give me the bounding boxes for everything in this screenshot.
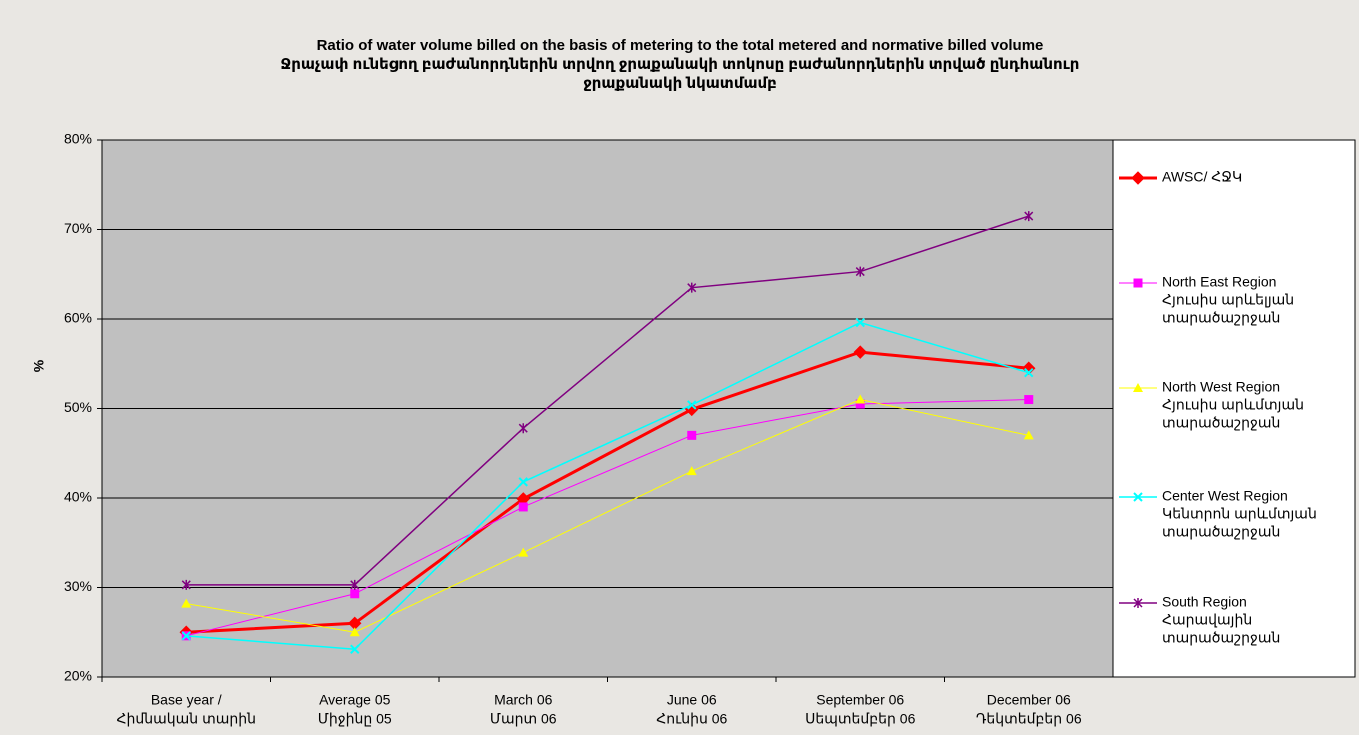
x-tick-label: Base year / xyxy=(151,692,222,708)
legend-label: տարածաշրջան xyxy=(1162,630,1280,646)
series-line xyxy=(186,350,1029,634)
marker xyxy=(855,394,866,404)
x-tick-label: Սեպտեմբեր 06 xyxy=(805,711,915,727)
marker xyxy=(181,631,191,641)
legend-label: North East Region xyxy=(1162,274,1276,290)
legend-label: AWSC/ ՀՋԿ xyxy=(1162,169,1242,185)
legend-label: տարածաշրջան xyxy=(1162,310,1280,326)
x-tick-label: Մարտ 06 xyxy=(490,711,557,727)
marker xyxy=(1024,395,1034,405)
legend-label: South Region xyxy=(1162,594,1247,610)
y-tick-label: 80% xyxy=(64,131,92,147)
marker xyxy=(1023,430,1034,440)
marker xyxy=(1133,492,1143,502)
marker xyxy=(1024,367,1034,378)
legend-label: Հյուսիս արևմտյան xyxy=(1162,397,1304,413)
legend-label: տարածաշրջան xyxy=(1162,524,1280,540)
marker xyxy=(350,644,360,654)
x-tick-label: Դեկտեմբեր 06 xyxy=(976,711,1082,727)
x-tick-label: December 06 xyxy=(987,692,1071,708)
x-tick-label: Միջինը 05 xyxy=(318,711,392,727)
chart-title: Ratio of water volume billed on the basi… xyxy=(317,37,1044,54)
marker xyxy=(350,579,360,590)
marker xyxy=(855,399,865,409)
x-tick-label: March 06 xyxy=(494,692,553,708)
marker xyxy=(518,423,528,434)
marker xyxy=(1133,598,1143,608)
marker xyxy=(181,579,191,590)
y-tick-label: 40% xyxy=(64,489,92,505)
marker xyxy=(1131,171,1145,185)
legend-label: Center West Region xyxy=(1162,488,1288,504)
marker xyxy=(687,282,697,293)
legend-label: Հարավային xyxy=(1162,612,1252,628)
series-line xyxy=(186,399,1029,633)
series-line xyxy=(186,215,1029,586)
marker xyxy=(853,345,867,359)
x-tick-label: Average 05 xyxy=(319,692,391,708)
x-tick-label: September 06 xyxy=(816,692,904,708)
marker xyxy=(686,466,697,476)
legend-box xyxy=(1112,139,1356,678)
marker xyxy=(349,627,360,637)
marker xyxy=(1133,383,1143,392)
marker xyxy=(687,400,697,410)
y-tick-label: 30% xyxy=(64,578,92,594)
chart-title: Ջրաչափ ունեցող բաժանորդներին տրվող ջրաքա… xyxy=(281,56,1080,73)
marker xyxy=(518,547,529,557)
marker xyxy=(1133,278,1143,288)
legend-label: տարածաշրջան xyxy=(1162,415,1280,431)
series-line xyxy=(186,321,1029,651)
marker xyxy=(518,502,528,512)
y-tick-label: 60% xyxy=(64,310,92,326)
x-tick-label: June 06 xyxy=(667,692,717,708)
legend-label: Կենտրոն արևմտյան xyxy=(1162,506,1317,522)
series-line xyxy=(186,399,1029,637)
legend-label: North West Region xyxy=(1162,379,1280,395)
legend-label: Հյուսիս արևելյան xyxy=(1162,292,1294,308)
marker xyxy=(181,598,192,608)
y-axis-label: % xyxy=(31,359,47,372)
marker xyxy=(855,317,865,328)
marker xyxy=(350,589,360,599)
x-tick-label: Հիմնական տարին xyxy=(117,711,256,727)
marker xyxy=(855,266,865,277)
marker xyxy=(687,430,697,440)
chart-title: ջրաքանակի նկատմամբ xyxy=(583,75,777,92)
marker xyxy=(518,477,528,487)
x-tick-label: Հունիս 06 xyxy=(656,711,727,727)
y-tick-label: 70% xyxy=(64,220,92,236)
y-tick-label: 50% xyxy=(64,399,92,415)
marker xyxy=(1024,211,1034,222)
y-tick-label: 20% xyxy=(64,668,92,684)
